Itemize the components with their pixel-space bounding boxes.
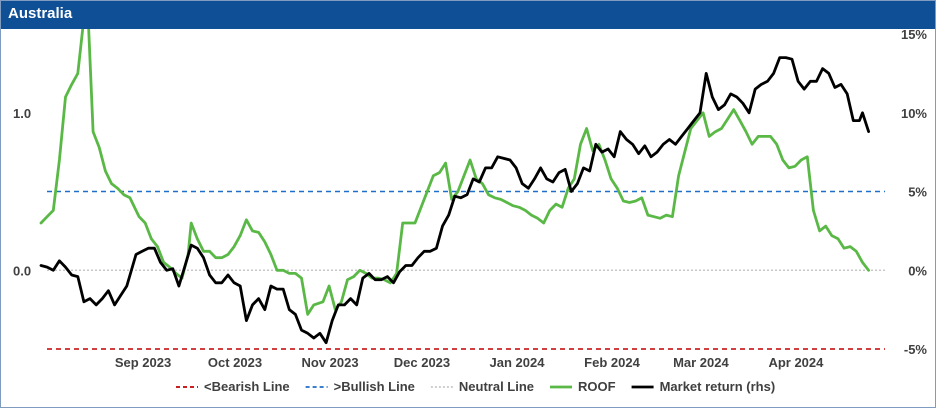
x-tick-label: Jan 2024 — [490, 355, 546, 370]
panel-title: Australia — [8, 5, 73, 22]
right-tick-label: -5% — [904, 342, 928, 357]
x-tick-label: Nov 2023 — [301, 355, 358, 370]
series-lines — [39, 29, 870, 345]
series-line-roof — [39, 29, 870, 316]
left-tick-label: 0.0 — [13, 263, 31, 278]
right-tick-label: 0% — [908, 263, 927, 278]
x-tick-label: Apr 2024 — [768, 355, 824, 370]
legend-label: ROOF — [578, 379, 616, 394]
x-tick-label: Mar 2024 — [673, 355, 729, 370]
panel-title-bar: Australia — [1, 1, 935, 29]
right-axis-ticks: -5% 0% 5% 10% 15% — [901, 29, 927, 357]
right-tick-label: 10% — [901, 106, 927, 121]
legend-label: >Bullish Line — [334, 379, 415, 394]
x-tick-label: Dec 2023 — [394, 355, 450, 370]
x-axis-ticks: Sep 2023 Oct 2023 Nov 2023 Dec 2023 Jan 2024… — [115, 355, 824, 370]
line-chart: 0.0 1.0 -5% 0% 5% 10% 15% Sep 2023 Oct 2023 Nov… — [13, 29, 927, 394]
reference-lines — [47, 190, 885, 350]
legend-item-bullish-line: >Bullish Line — [305, 379, 415, 394]
legend-label: Neutral Line — [459, 379, 534, 394]
x-tick-label: Sep 2023 — [115, 355, 171, 370]
x-tick-label: Feb 2024 — [584, 355, 640, 370]
legend-label: <Bearish Line — [204, 379, 290, 394]
legend-item-roof: ROOF — [550, 379, 616, 394]
legend-item-neutral-line: Neutral Line — [430, 379, 534, 394]
legend-label: Market return (rhs) — [660, 379, 776, 394]
left-tick-label: 1.0 — [13, 106, 31, 121]
right-tick-label: 5% — [908, 185, 927, 200]
legend-item-market-return-rhs: Market return (rhs) — [631, 379, 776, 394]
legend-item-bearish-line: <Bearish Line — [176, 379, 290, 394]
left-axis-ticks: 0.0 1.0 — [13, 106, 31, 279]
x-tick-label: Oct 2023 — [208, 355, 262, 370]
series-line-market-return-rhs — [39, 56, 870, 345]
right-tick-label: 15% — [901, 29, 927, 42]
chart-legend: <Bearish Line >Bullish Line Neutral Line RO… — [176, 379, 775, 394]
